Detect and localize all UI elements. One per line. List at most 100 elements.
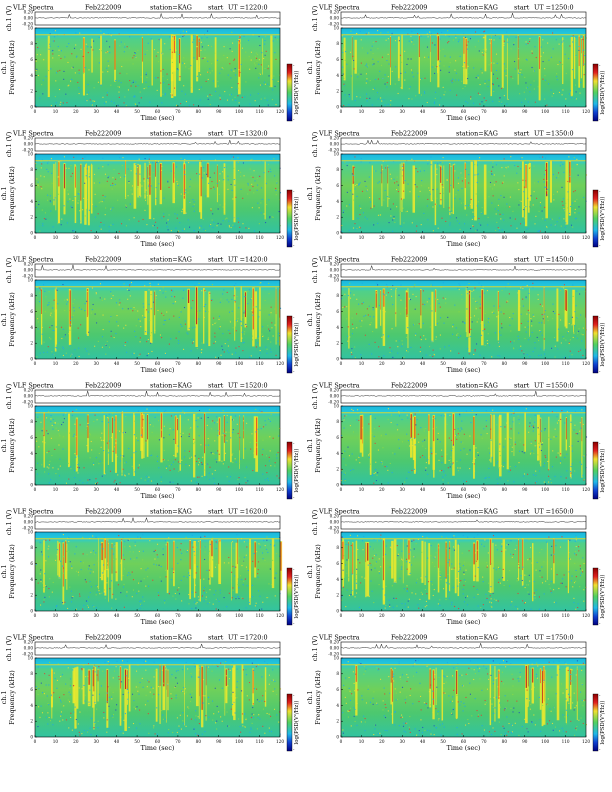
- time-tick-label: 30: [94, 487, 100, 492]
- time-tick-label: 40: [420, 487, 426, 492]
- time-tick-label: 50: [134, 613, 140, 618]
- ch-tick-label: 0.00: [330, 394, 340, 399]
- time-tick-label: 90: [522, 361, 528, 366]
- time-tick-label: 50: [440, 487, 446, 492]
- spectrogram-texture: [35, 156, 282, 232]
- chart-title: VLF Spectra: [12, 508, 54, 516]
- time-tick-label: 90: [522, 739, 528, 744]
- y-axis-label: Frequency (kHz): [314, 544, 322, 598]
- colorbar-tick-label: -: [293, 189, 295, 194]
- freq-tick-label: 8: [336, 167, 339, 172]
- time-tick-label: 90: [216, 487, 222, 492]
- x-axis-label: Time (sec): [141, 744, 175, 752]
- channel-label: ch.1: [0, 565, 8, 579]
- time-tick-label: 60: [461, 613, 467, 618]
- station-label: station=KAG: [150, 130, 192, 138]
- freq-tick-label: 0: [336, 104, 339, 109]
- waveform-line: [34, 643, 281, 649]
- chart-title: VLF Spectra: [12, 256, 54, 264]
- time-tick-label: 70: [481, 361, 487, 366]
- colorbar: [592, 63, 599, 122]
- time-tick-label: 30: [400, 739, 406, 744]
- spectrogram-background: [35, 280, 280, 359]
- time-tick-label: 80: [196, 613, 202, 618]
- waveform-frame: [340, 641, 587, 656]
- start-label: start: [208, 508, 224, 516]
- waveform-frame: [340, 137, 587, 152]
- time-tick-label: 120: [582, 361, 590, 366]
- spectrogram-figure: VLF Spectra Feb222009 station=KAG start UT =…: [306, 4, 606, 123]
- start-label: start: [208, 256, 224, 264]
- waveform-line: [340, 390, 587, 397]
- time-tick-label: 40: [420, 613, 426, 618]
- spectrogram-background: [341, 406, 586, 485]
- colorbar-tick-label: -: [599, 621, 601, 626]
- time-tick-label: 100: [541, 361, 549, 366]
- time-tick-label: 0: [34, 109, 37, 114]
- spectrogram-figure: VLF Spectra Feb222009 station=KAG start UT =…: [0, 256, 300, 375]
- chart-title: VLF Spectra: [318, 256, 360, 264]
- start-label: start: [514, 508, 530, 516]
- channel-label: ch.1: [306, 61, 314, 75]
- spectrogram-texture: [35, 534, 283, 610]
- freq-tick-label: 8: [30, 293, 33, 298]
- spectrogram-texture: [341, 156, 588, 232]
- ch-axis-label: ch.1 (V): [311, 258, 319, 283]
- waveform-line: [340, 519, 587, 523]
- time-tick-label: 120: [276, 235, 284, 240]
- time-tick-label: 20: [379, 235, 385, 240]
- channel-label: ch.1: [306, 565, 314, 579]
- date-label: Feb222009: [391, 130, 427, 138]
- channel-label: ch.1: [306, 187, 314, 201]
- time-tick-label: 120: [582, 739, 590, 744]
- time-tick-label: 50: [440, 361, 446, 366]
- time-tick-label: 80: [502, 613, 508, 618]
- waveform-line: [340, 642, 587, 649]
- time-tick-label: 20: [379, 487, 385, 492]
- start-label: start: [514, 382, 530, 390]
- ut-label: UT =1550:0: [534, 382, 574, 390]
- ut-label: UT =1650:0: [534, 508, 574, 516]
- x-axis-label: Time (sec): [447, 744, 481, 752]
- spectrogram-background: [35, 532, 280, 611]
- time-tick-label: 20: [379, 109, 385, 114]
- ut-label: UT =1320:0: [228, 130, 268, 138]
- ch-tick-label: 0.00: [24, 646, 34, 651]
- ch-tick-label: -0.20: [22, 652, 33, 657]
- colorbar-tick-label: -: [599, 693, 601, 698]
- time-tick-label: 60: [461, 109, 467, 114]
- time-tick-label: 40: [420, 361, 426, 366]
- channel-label: ch.1: [0, 439, 8, 453]
- time-tick-label: 20: [379, 613, 385, 618]
- freq-tick-label: 2: [336, 341, 339, 346]
- colorbar-label: log(PSD(V²/Hz)): [599, 323, 606, 367]
- colorbar-label: log(PSD(V²/Hz)): [293, 323, 300, 367]
- station-label: station=KAG: [150, 256, 192, 264]
- spectrogram-panel: VLF Spectra Feb222009 station=KAG start UT =…: [0, 508, 306, 634]
- spectrogram-texture: [35, 30, 281, 107]
- date-label: Feb222009: [391, 634, 427, 642]
- freq-tick-label: 2: [30, 341, 33, 346]
- time-tick-label: 70: [481, 613, 487, 618]
- time-tick-label: 110: [562, 361, 570, 366]
- freq-tick-label: 10: [334, 25, 340, 30]
- time-tick-label: 70: [175, 613, 181, 618]
- chart-title: VLF Spectra: [318, 508, 360, 516]
- spectrogram-texture: [35, 660, 282, 736]
- time-tick-label: 0: [340, 613, 343, 618]
- freq-tick-label: 0: [30, 734, 33, 739]
- freq-tick-label: 4: [336, 199, 339, 204]
- time-tick-label: 50: [134, 739, 140, 744]
- x-axis-label: Time (sec): [141, 618, 175, 626]
- freq-tick-label: 0: [30, 482, 33, 487]
- y-axis-label: Frequency (kHz): [8, 166, 16, 220]
- ch-tick-label: 0.00: [330, 268, 340, 273]
- colorbar-tick-label: -: [293, 495, 295, 500]
- time-tick-label: 80: [502, 361, 508, 366]
- freq-tick-label: 4: [336, 73, 339, 78]
- colorbar: [592, 567, 599, 626]
- time-tick-label: 0: [340, 487, 343, 492]
- time-tick-label: 20: [379, 361, 385, 366]
- time-tick-label: 30: [94, 109, 100, 114]
- spectrogram-panel: VLF Spectra Feb222009 station=KAG start UT =…: [306, 634, 612, 760]
